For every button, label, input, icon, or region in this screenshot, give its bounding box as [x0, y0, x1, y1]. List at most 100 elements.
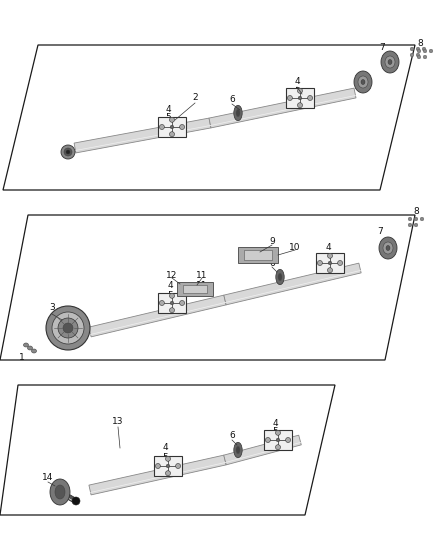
- Circle shape: [416, 53, 420, 57]
- Polygon shape: [74, 118, 211, 153]
- Polygon shape: [209, 88, 356, 128]
- Circle shape: [265, 438, 270, 442]
- Circle shape: [414, 223, 418, 227]
- Bar: [177, 282, 213, 296]
- Polygon shape: [224, 263, 361, 305]
- Circle shape: [276, 445, 280, 450]
- Ellipse shape: [50, 479, 70, 505]
- Ellipse shape: [64, 148, 72, 156]
- Circle shape: [417, 55, 421, 59]
- Text: 5: 5: [294, 86, 300, 95]
- Text: 4: 4: [272, 418, 278, 427]
- Bar: [238, 247, 278, 263]
- Ellipse shape: [379, 237, 397, 259]
- Bar: [316, 253, 344, 273]
- Circle shape: [408, 217, 412, 221]
- Text: 5: 5: [165, 114, 171, 123]
- Circle shape: [52, 312, 84, 344]
- Text: 5: 5: [167, 290, 173, 300]
- Text: 5: 5: [272, 427, 278, 437]
- Circle shape: [408, 223, 412, 227]
- Circle shape: [410, 47, 414, 51]
- Polygon shape: [59, 490, 75, 502]
- Circle shape: [297, 88, 303, 93]
- Polygon shape: [89, 295, 226, 337]
- Circle shape: [328, 261, 332, 265]
- Text: 4: 4: [167, 280, 173, 289]
- Text: 4: 4: [325, 243, 331, 252]
- Text: 14: 14: [42, 472, 54, 481]
- Text: 7: 7: [377, 228, 383, 237]
- Ellipse shape: [236, 446, 240, 454]
- Circle shape: [155, 464, 160, 469]
- Ellipse shape: [55, 485, 65, 499]
- Text: 7: 7: [379, 43, 385, 52]
- Circle shape: [170, 293, 174, 298]
- Text: 4: 4: [294, 77, 300, 86]
- Text: 6: 6: [229, 432, 235, 440]
- Ellipse shape: [66, 150, 70, 154]
- Circle shape: [276, 430, 280, 435]
- Circle shape: [338, 261, 343, 265]
- Circle shape: [170, 308, 174, 313]
- Ellipse shape: [385, 56, 395, 68]
- Circle shape: [176, 464, 180, 469]
- Circle shape: [420, 217, 424, 221]
- Circle shape: [328, 268, 332, 273]
- Circle shape: [159, 125, 164, 130]
- Text: 6: 6: [229, 94, 235, 103]
- Text: 13: 13: [112, 417, 124, 426]
- Circle shape: [297, 103, 303, 108]
- Text: 1: 1: [19, 353, 25, 362]
- Circle shape: [423, 49, 427, 53]
- Bar: [264, 430, 292, 450]
- Ellipse shape: [358, 76, 368, 88]
- Bar: [183, 285, 207, 293]
- Circle shape: [410, 53, 414, 57]
- Text: 11: 11: [196, 280, 208, 289]
- Text: 9: 9: [269, 237, 275, 246]
- Circle shape: [170, 301, 174, 305]
- Ellipse shape: [388, 60, 392, 64]
- Text: 4: 4: [162, 443, 168, 453]
- Text: 4: 4: [165, 104, 171, 114]
- Text: 5: 5: [162, 454, 168, 463]
- Circle shape: [318, 261, 322, 265]
- Circle shape: [166, 464, 170, 468]
- Bar: [286, 88, 314, 108]
- Ellipse shape: [61, 145, 75, 159]
- Circle shape: [286, 438, 290, 442]
- Circle shape: [287, 95, 293, 101]
- Text: 6: 6: [269, 259, 275, 268]
- Ellipse shape: [354, 71, 372, 93]
- Circle shape: [46, 306, 90, 350]
- Circle shape: [417, 49, 421, 53]
- Polygon shape: [89, 455, 226, 495]
- Circle shape: [180, 301, 184, 305]
- Circle shape: [58, 318, 78, 338]
- Text: 11: 11: [196, 271, 208, 279]
- Bar: [158, 117, 186, 137]
- Text: 8: 8: [413, 207, 419, 216]
- Circle shape: [159, 301, 164, 305]
- Ellipse shape: [381, 51, 399, 73]
- Circle shape: [170, 125, 174, 129]
- Ellipse shape: [278, 273, 282, 281]
- Circle shape: [72, 497, 80, 505]
- Text: 10: 10: [289, 243, 301, 252]
- Circle shape: [429, 49, 433, 53]
- Ellipse shape: [24, 343, 28, 347]
- Ellipse shape: [386, 246, 390, 251]
- Circle shape: [423, 55, 427, 59]
- Ellipse shape: [236, 109, 240, 117]
- Circle shape: [422, 47, 426, 51]
- Circle shape: [180, 125, 184, 130]
- Circle shape: [307, 95, 313, 101]
- Circle shape: [170, 132, 174, 136]
- Polygon shape: [224, 435, 301, 465]
- Text: 2: 2: [192, 93, 198, 101]
- Circle shape: [166, 471, 170, 475]
- Circle shape: [298, 96, 302, 100]
- Ellipse shape: [234, 106, 242, 120]
- Text: 8: 8: [417, 38, 423, 47]
